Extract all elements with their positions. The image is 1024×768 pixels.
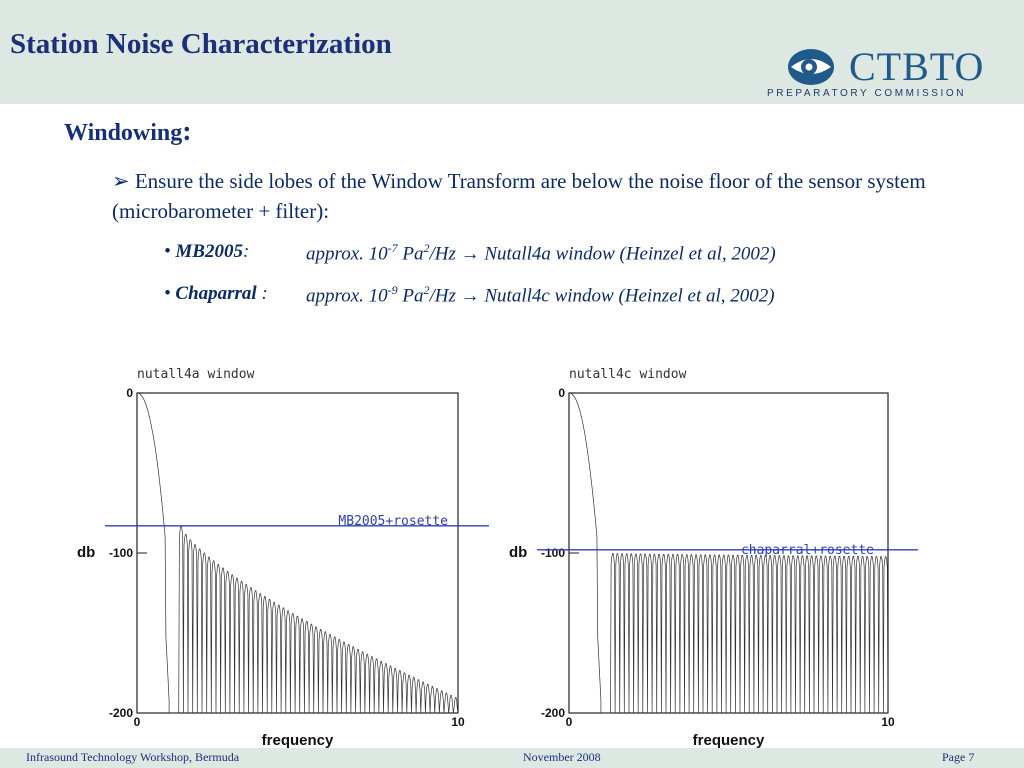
- header-bar: Station Noise Characterization CTBTO PRE…: [0, 0, 1024, 104]
- footer-event: Infrasound Technology Workshop, Bermuda: [26, 750, 240, 764]
- y-tick-label: 0: [126, 386, 133, 400]
- item-exponent: -9: [387, 283, 398, 297]
- item-unit-exponent: 2: [423, 283, 430, 297]
- item-approx: approx. 10: [306, 243, 388, 265]
- x-tick-label: 10: [881, 715, 895, 729]
- item-rest: /Hz → Nutall4a window (Heinzel et al, 20…: [429, 243, 776, 265]
- section-heading: Windowing:: [64, 116, 192, 148]
- y-tick-label: 0: [558, 386, 565, 400]
- x-tick-label: 0: [134, 715, 141, 729]
- eye-icon: [788, 49, 834, 85]
- threshold-label: MB2005+rosette: [338, 514, 448, 529]
- chart-title: nutall4c window: [569, 367, 687, 382]
- section-heading-colon: :: [182, 116, 192, 147]
- footer-date: November 2008: [523, 750, 601, 764]
- item-separator: :: [242, 241, 250, 262]
- item-name: Chaparral: [175, 283, 257, 304]
- main-bullet-text: Ensure the side lobes of the Window Tran…: [112, 169, 926, 223]
- page-title: Station Noise Characterization: [10, 28, 392, 60]
- y-tick-label: -100: [109, 546, 133, 560]
- item-unit: Pa: [397, 243, 424, 265]
- item-unit: Pa: [397, 285, 424, 307]
- y-tick-label: -200: [541, 706, 565, 720]
- item-name: MB2005: [175, 241, 243, 262]
- spectrum-curve: [136, 392, 459, 714]
- x-axis-label: frequency: [693, 732, 765, 749]
- item-rest: /Hz → Nutall4c window (Heinzel et al, 20…: [429, 285, 775, 307]
- x-axis-label: frequency: [262, 732, 334, 749]
- section-heading-text: Windowing: [64, 120, 183, 146]
- list-item: • MB2005: approx. 10-7 Pa2/Hz → Nutall4a…: [164, 241, 776, 265]
- plot-frame: [136, 392, 459, 714]
- y-axis-label: db: [77, 544, 95, 561]
- y-tick-label: -200: [109, 706, 133, 720]
- list-item: • Chaparral : approx. 10-9 Pa2/Hz → Nuta…: [164, 283, 775, 307]
- item-approx: approx. 10: [306, 285, 388, 307]
- item-separator: :: [256, 283, 268, 304]
- y-axis-label: db: [509, 544, 527, 561]
- chart-title: nutall4a window: [137, 367, 255, 382]
- logo-wordmark: CTBTO: [849, 44, 985, 89]
- spectrum-curve: [568, 392, 889, 714]
- item-exponent: -7: [387, 241, 398, 255]
- x-tick-label: 0: [566, 715, 573, 729]
- item-unit-exponent: 2: [423, 241, 430, 255]
- threshold-label: chaparral+rosette: [741, 543, 874, 558]
- x-tick-label: 10: [451, 715, 465, 729]
- footer-page: Page 7: [942, 750, 975, 764]
- ctbto-logo: CTBTO PREPARATORY COMMISSION: [767, 44, 1005, 101]
- arrow-bullet-icon: ➢: [112, 169, 130, 193]
- item-description: approx. 10-7 Pa2/Hz → Nutall4a window (H…: [306, 241, 776, 265]
- y-tick-label: -100: [541, 546, 565, 560]
- footer-bar: Infrasound Technology Workshop, Bermuda …: [0, 748, 1024, 768]
- main-bullet: ➢ Ensure the side lobes of the Window Tr…: [112, 166, 982, 226]
- logo-subtitle: PREPARATORY COMMISSION: [767, 88, 967, 99]
- item-description: approx. 10-9 Pa2/Hz → Nutall4c window (H…: [306, 283, 775, 307]
